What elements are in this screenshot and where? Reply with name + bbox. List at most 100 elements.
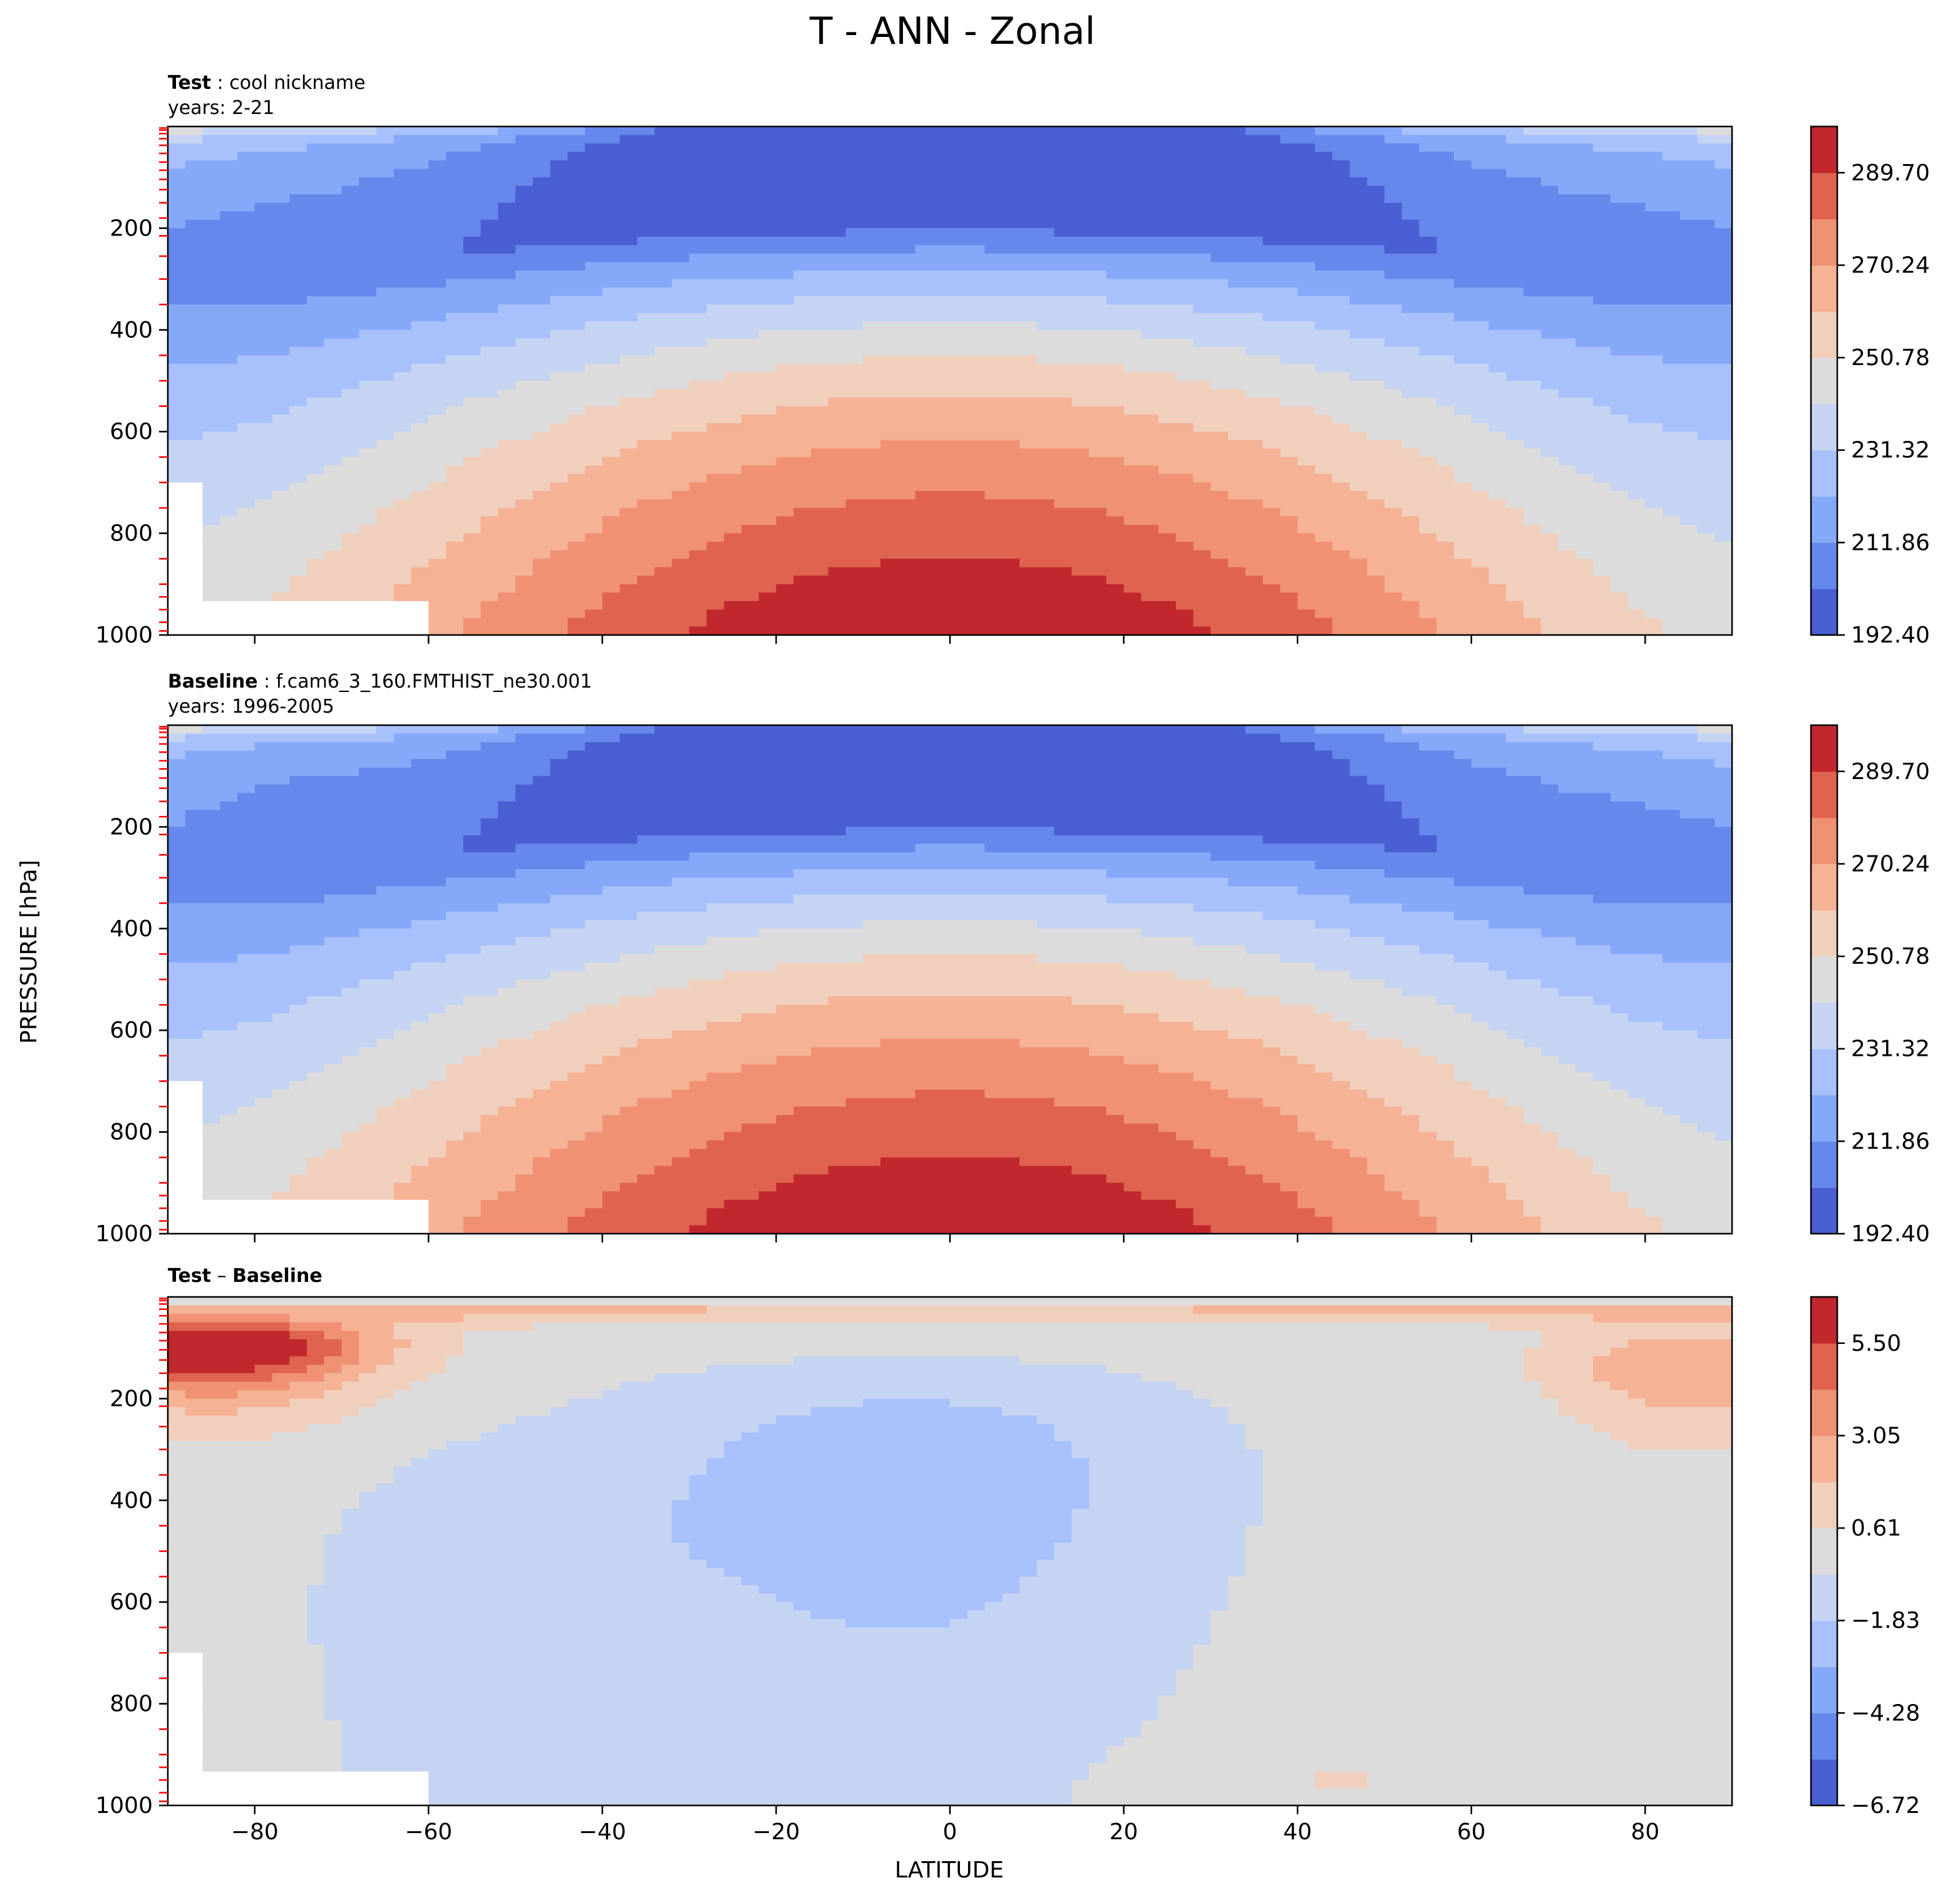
contour-cell	[1089, 1047, 1281, 1056]
contour-cell	[689, 254, 1212, 263]
contour-cell	[1367, 559, 1472, 568]
contour-cell	[880, 440, 1020, 450]
contour-cell	[168, 1098, 204, 1107]
contour-cell	[619, 1182, 777, 1192]
contour-cell	[1540, 177, 1733, 187]
contour-cell	[671, 1534, 1073, 1544]
contour-cell	[706, 1559, 1038, 1569]
contour-cell	[1210, 1636, 1733, 1645]
contour-cell	[168, 1763, 204, 1772]
contour-cell	[1506, 431, 1698, 441]
contour-cell	[1662, 617, 1733, 627]
contour-cell	[1401, 389, 1559, 398]
contour-cell	[1610, 576, 1733, 585]
contour-cell	[341, 1322, 395, 1331]
contour-cell	[1106, 869, 1385, 879]
contour-cell	[1627, 1339, 1733, 1348]
contour-cell	[237, 1107, 377, 1116]
contour-cell	[637, 911, 1264, 921]
panel-label-sep: :	[258, 671, 276, 693]
contour-cell	[168, 1517, 343, 1527]
contour-cell	[758, 1585, 1020, 1594]
contour-cell	[1471, 1157, 1594, 1167]
colorbar-tick-label: 211.86	[1851, 530, 1930, 555]
contour-cell	[428, 1208, 482, 1217]
contour-cell	[341, 1055, 464, 1065]
contour-cell	[1576, 1415, 1733, 1425]
contour-cell	[671, 1030, 1229, 1040]
colorbar-segment	[1811, 1141, 1837, 1188]
contour-cell	[602, 525, 742, 534]
contour-cell	[532, 1157, 673, 1167]
contour-cell	[202, 1661, 325, 1671]
contour-cell	[168, 852, 690, 862]
contour-cell	[1036, 1415, 1229, 1425]
contour-cell	[428, 1797, 1073, 1806]
contour-cell	[272, 1191, 395, 1200]
contour-cell	[289, 576, 412, 585]
contour-cell	[1367, 1157, 1472, 1167]
colorbar-segment	[1811, 1297, 1837, 1344]
contour-cell	[1506, 584, 1611, 594]
contour-cell	[168, 1534, 325, 1544]
contour-cell	[237, 508, 377, 517]
contour-cell	[880, 1157, 1020, 1167]
contour-cell	[1054, 499, 1264, 509]
contour-cell	[758, 1424, 1055, 1433]
contour-cell	[428, 1216, 464, 1226]
contour-cell	[550, 329, 760, 339]
contour-cell	[463, 1314, 1594, 1323]
contour-cell	[1332, 415, 1472, 424]
contour-cell	[446, 911, 638, 921]
contour-cell	[1349, 482, 1472, 492]
contour-cell	[1141, 1191, 1298, 1200]
colorbar-segment	[1811, 358, 1837, 405]
contour-cell	[1610, 945, 1733, 955]
contour-cell	[758, 592, 1142, 602]
contour-cell	[480, 945, 655, 955]
contour-cell	[1679, 516, 1733, 525]
contour-cell	[376, 1115, 482, 1124]
contour-cell	[168, 312, 446, 323]
contour-cell	[446, 1149, 551, 1158]
contour-cell	[168, 920, 412, 929]
colorbar: 289.70 270.24 250.78 231.32 211.86 192.40	[1810, 125, 1930, 648]
contour-cell	[671, 877, 1229, 887]
contour-cell	[1175, 1132, 1316, 1141]
contour-cell	[168, 784, 255, 794]
contour-cell	[602, 1191, 760, 1200]
colorbar-tick-label: 250.78	[1851, 944, 1930, 969]
contour-cell	[1540, 329, 1733, 339]
contour-cell	[289, 1174, 412, 1184]
contour-cell	[324, 1568, 725, 1577]
contour-cell	[1036, 920, 1316, 929]
contour-cell	[1453, 1072, 1594, 1082]
contour-cell	[202, 559, 307, 568]
contour-cell	[1401, 304, 1733, 314]
contour-cell	[1627, 1441, 1733, 1450]
contour-cell	[446, 312, 638, 323]
contour-cell	[289, 1004, 446, 1014]
colorbar-tick-label: 5.50	[1851, 1331, 1901, 1356]
contour-cell	[359, 1047, 482, 1056]
contour-cell	[480, 525, 603, 534]
contour-cell	[1540, 1381, 1611, 1391]
contour-cell	[168, 1013, 273, 1023]
contour-cell	[324, 1644, 1194, 1654]
contour-cell	[567, 542, 708, 551]
contour-cell	[307, 1072, 446, 1082]
contour-cell	[168, 937, 325, 946]
contour-cell	[168, 584, 204, 594]
contour-cell	[1592, 143, 1733, 153]
contour-cell	[307, 567, 412, 577]
contour-cell	[411, 363, 585, 373]
contour-cell	[1262, 1038, 1403, 1048]
contour-cell	[202, 1089, 273, 1099]
contour-cell	[1089, 448, 1281, 458]
contour-cell	[446, 279, 673, 288]
contour-cell	[1210, 852, 1733, 862]
contour-cell	[254, 784, 516, 794]
contour-cell	[463, 457, 603, 467]
contour-cell	[168, 1390, 186, 1400]
contour-cell	[1245, 1551, 1733, 1561]
